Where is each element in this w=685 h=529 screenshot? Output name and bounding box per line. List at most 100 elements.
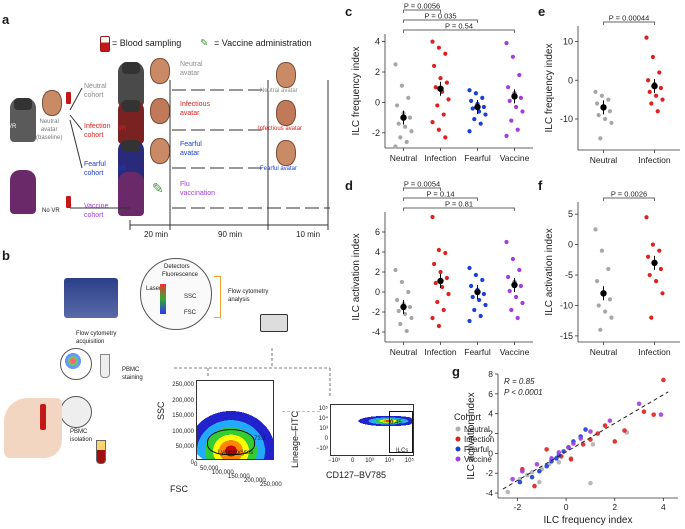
- infection-vr-label: VR: [118, 126, 127, 132]
- d-point-neutral-3: [395, 297, 400, 303]
- baseline-avatar-label: Neutral avatar (baseline): [36, 119, 63, 141]
- c-mean-neutral: [400, 114, 407, 121]
- baseline-vr-label: VR: [8, 124, 17, 130]
- d-point-vaccine-3: [506, 274, 511, 280]
- d-point-fearful-2: [480, 277, 485, 283]
- f-ytick-label-4: 5: [568, 209, 573, 219]
- f-point-infection-2: [657, 248, 662, 253]
- g-legend-marker-fearful: [455, 446, 461, 452]
- fearful-vr-label: VR: [118, 166, 127, 172]
- f-point-infection-9: [649, 315, 654, 320]
- arm-icon: [4, 398, 62, 458]
- c-point-neutral-6: [396, 121, 401, 126]
- g-point-neutral-11: [537, 479, 542, 485]
- e-ytick-label-2: 10: [563, 37, 573, 47]
- f-point-neutral-2: [606, 266, 611, 272]
- g-point-neutral-9: [590, 442, 596, 447]
- baseline-avatar-face: [42, 90, 62, 116]
- g-legend-label-fearful: Fearful: [464, 445, 489, 454]
- g-legend-title: Cohort: [454, 412, 482, 422]
- d-point-vaccine-7: [514, 294, 519, 300]
- g-point-infection-1: [532, 483, 537, 489]
- e-point-neutral-8: [609, 120, 614, 125]
- cohort-label-infection: Infection cohort: [84, 123, 111, 139]
- c-point-infection-10: [441, 112, 446, 117]
- e-point-infection-9: [649, 101, 654, 106]
- e-point-neutral-2: [606, 97, 611, 102]
- e-point-infection-10: [655, 109, 660, 114]
- e-point-neutral-3: [595, 101, 600, 106]
- g-point-fearful-1: [529, 474, 535, 480]
- duration-20min: 20 min: [144, 230, 169, 239]
- timeline-diagram: [69, 80, 330, 230]
- d-point-infection-3: [432, 261, 437, 267]
- c-point-fearful-8: [483, 112, 488, 117]
- c-xtick-label-0: Neutral: [390, 153, 418, 163]
- c-point-fearful-6: [470, 106, 475, 111]
- scatter1-plot: [196, 380, 274, 460]
- e-ylabel: ILC frequency index: [544, 44, 555, 133]
- g-point-vaccine-11: [658, 412, 664, 417]
- vaccine-syringe-icon: ✎: [152, 180, 164, 196]
- c-point-neutral-5: [407, 115, 412, 120]
- d-point-infection-6: [433, 280, 438, 286]
- e-xtick-label-1: Infection: [638, 155, 670, 165]
- d-ytick-label-2: 0: [375, 287, 380, 297]
- e-bracket-label-0: P = 0.00044: [609, 14, 650, 23]
- pbmc-staining-label: PBMC staining: [122, 367, 143, 381]
- scatter1-xlabel: FSC: [170, 484, 188, 494]
- d-point-neutral-2: [406, 289, 411, 295]
- vaccine-baseline-participant: [10, 170, 36, 214]
- c-point-vaccine-1: [510, 54, 515, 59]
- d-point-neutral-9: [398, 321, 403, 327]
- e-ytick-label-0: -10: [560, 114, 573, 124]
- g-legend-label-neutral: Neutral: [464, 425, 490, 434]
- g-legend-marker-vaccine: [455, 456, 461, 462]
- blood-tube-icon: [100, 36, 110, 52]
- c-point-infection-8: [446, 97, 451, 102]
- c-bracket-label-2: P = 0.54: [445, 22, 473, 31]
- d-ytick-label-3: 2: [375, 267, 380, 277]
- duration-10min: 10 min: [296, 230, 321, 239]
- scatter1-yticks: 250,000 200,000 150,000 100,000 50,000 0: [172, 382, 194, 466]
- d-point-neutral-10: [404, 328, 409, 334]
- c-xtick-label-3: Vaccine: [500, 153, 530, 163]
- f-point-neutral-8: [609, 315, 614, 320]
- d-point-infection-2: [443, 250, 448, 256]
- f-bracket-0: [603, 197, 655, 201]
- fearful-end-avatar-face: [276, 140, 296, 166]
- bracket-icon: [214, 276, 221, 318]
- d-bracket-0: [403, 187, 441, 191]
- d-point-fearful-7: [477, 297, 482, 303]
- c-point-infection-9: [435, 103, 440, 108]
- infectious-end-avatar-label: Infectious avatar: [258, 126, 303, 132]
- d-mean-neutral: [400, 303, 407, 311]
- c-mean-fearful: [474, 103, 481, 111]
- cohort-label-neutral: Neutral cohort: [84, 83, 107, 99]
- flow-acquisition-label: Flow cytometry acquisition: [76, 331, 117, 345]
- e-point-infection-8: [660, 97, 665, 102]
- scatter2-xticks: −10³ 0 10³ 10⁴ 10⁵: [328, 458, 414, 464]
- d-point-fearful-9: [472, 307, 477, 313]
- c-point-neutral-8: [409, 129, 414, 134]
- d-point-vaccine-0: [504, 239, 509, 245]
- g-point-neutral-0: [505, 489, 511, 495]
- c-point-vaccine-10: [515, 127, 520, 132]
- neutral-vr-headset-icon: [122, 62, 140, 74]
- infectious-avatar-label: Infectious avatar: [180, 101, 210, 117]
- d-bracket-2: [403, 207, 515, 211]
- g-point-neutral-8: [588, 480, 593, 486]
- lasers-label: Lasers: [146, 286, 165, 292]
- c-point-vaccine-9: [509, 118, 514, 123]
- g-point-infection-10: [651, 412, 656, 417]
- pbmc-cells-icon: [60, 396, 92, 428]
- f-point-infection-0: [644, 215, 649, 220]
- g-point-fearful-3: [544, 463, 549, 469]
- f-point-infection-1: [650, 242, 655, 247]
- g-ytick-label-3: 2: [488, 429, 493, 439]
- c-point-infection-2: [443, 51, 448, 56]
- g-point-neutral-6: [556, 459, 562, 465]
- d-bracket-label-2: P = 0.81: [445, 200, 473, 209]
- d-mean-vaccine: [511, 281, 518, 289]
- d-point-vaccine-8: [520, 300, 525, 306]
